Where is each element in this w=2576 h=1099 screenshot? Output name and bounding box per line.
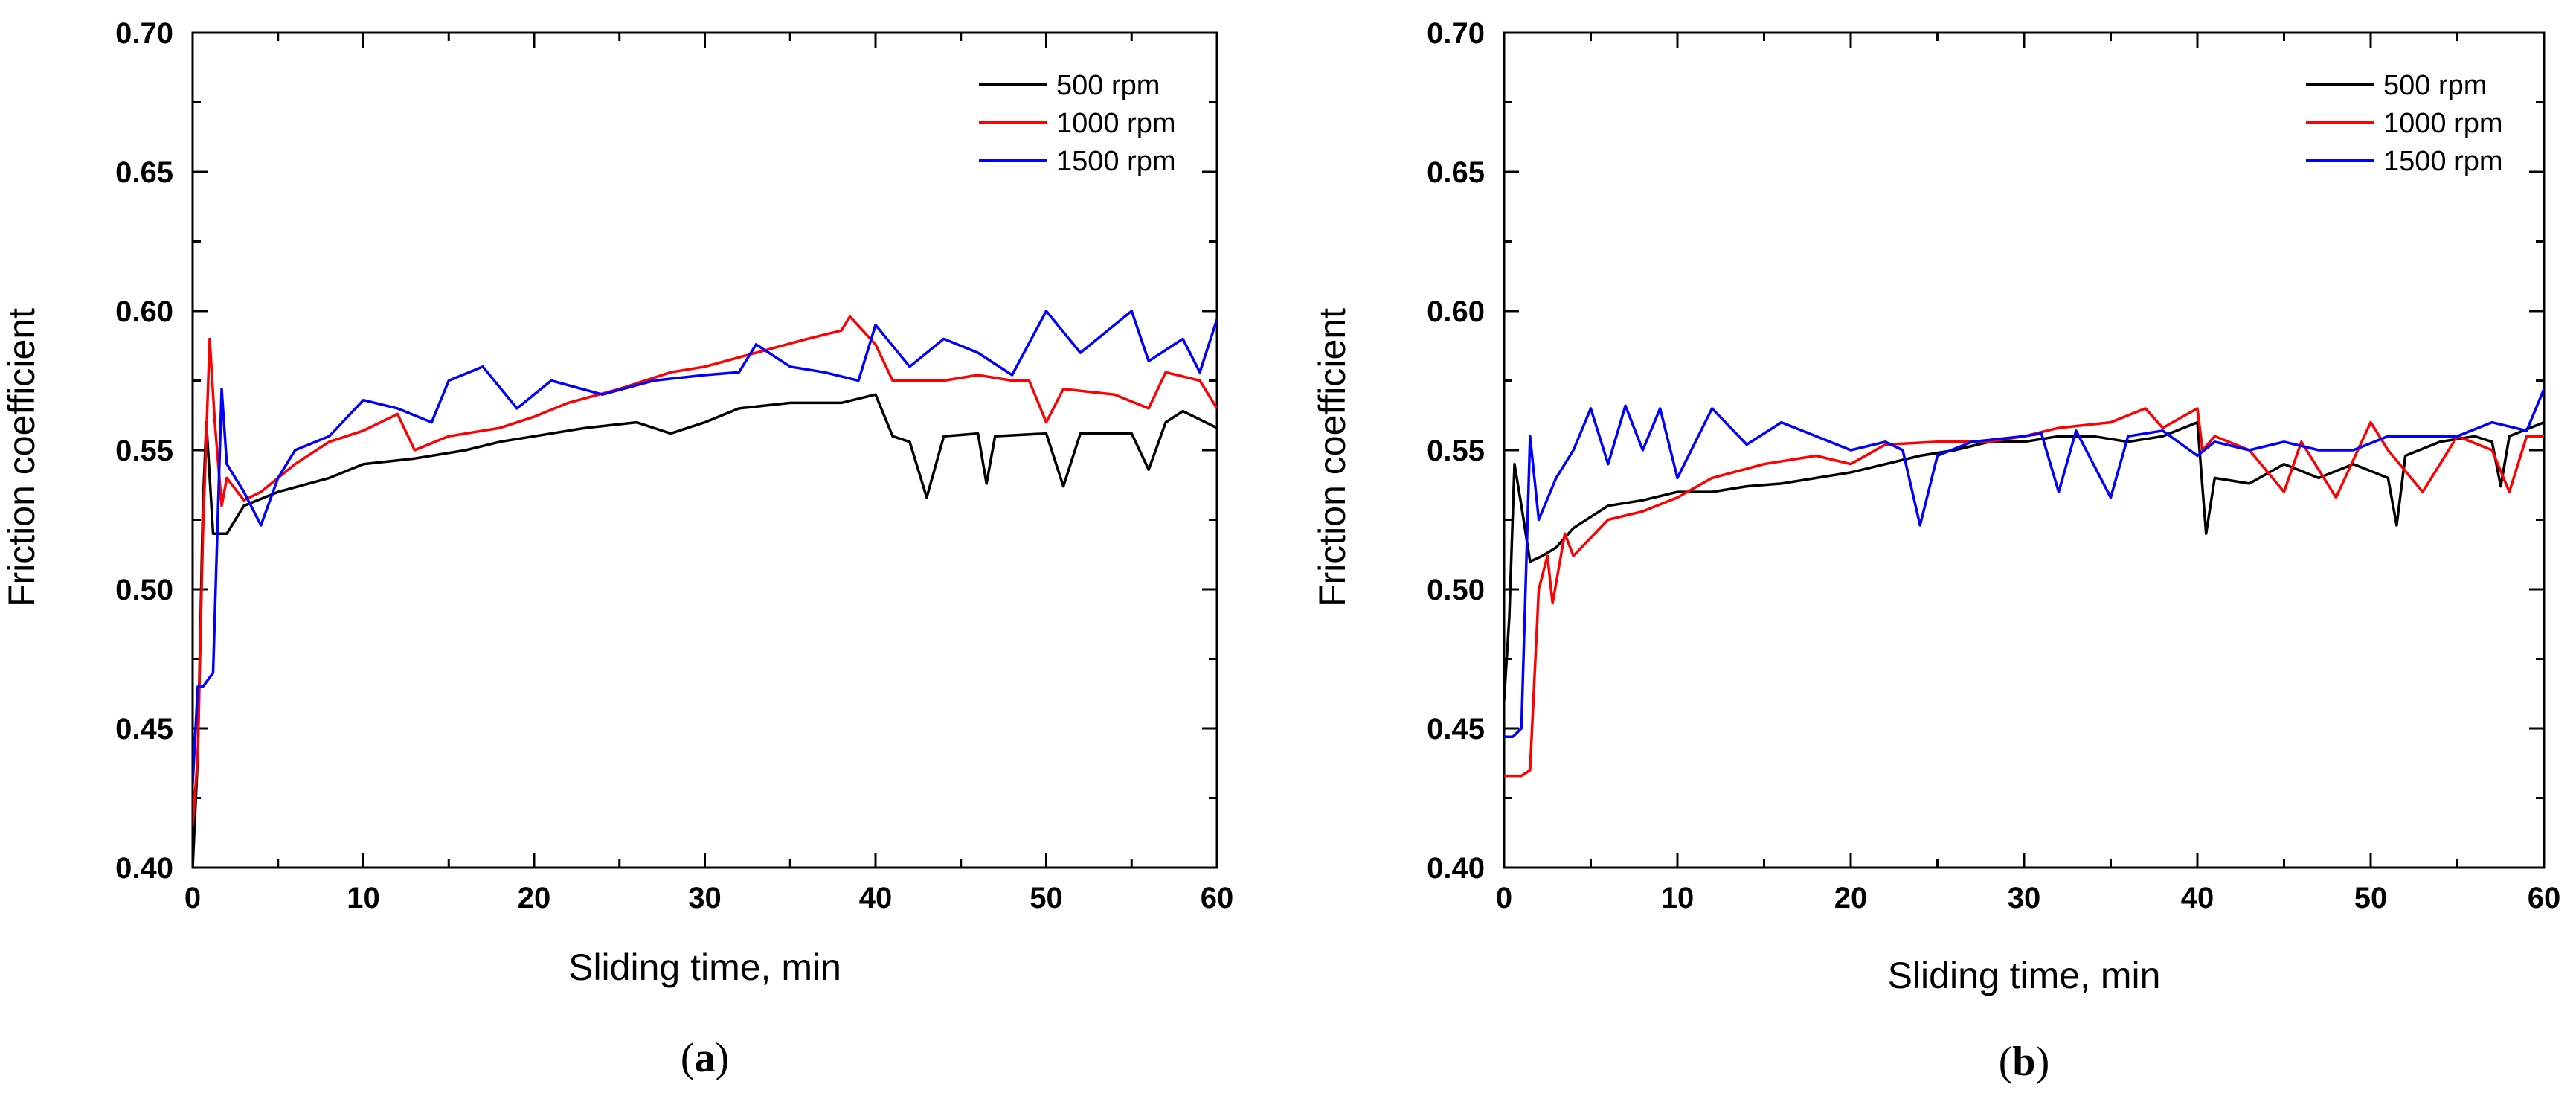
y-tick-label: 0.55 xyxy=(115,435,173,467)
y-tick-label: 0.50 xyxy=(115,574,173,606)
x-tick-label: 40 xyxy=(2181,882,2214,914)
x-tick-label: 60 xyxy=(1201,882,1234,914)
panel-label: (b) xyxy=(1999,1039,2049,1085)
series-line-500-rpm xyxy=(193,393,1217,868)
x-tick-label: 30 xyxy=(688,882,722,914)
legend-label: 500 rpm xyxy=(1056,70,1160,101)
x-tick-label: 50 xyxy=(1030,882,1063,914)
x-tick-label: 20 xyxy=(518,882,551,914)
series-line-500-rpm xyxy=(1504,420,2544,701)
series-line-1000-rpm xyxy=(1504,407,2544,778)
x-tick-label: 50 xyxy=(2354,882,2388,914)
y-axis-title: Friction coefficient xyxy=(1,308,42,607)
y-tick-label: 0.70 xyxy=(1427,17,1485,50)
y-tick-label: 0.65 xyxy=(1427,156,1485,189)
y-tick-label: 0.55 xyxy=(1427,435,1485,467)
panel-b: 0 10 20 30 40 50 60 0.40 0.45 0.50 0.55 0.60 0.65 0.7… xyxy=(1311,17,2560,1085)
x-axis-title: Sliding time, min xyxy=(1888,955,2161,996)
series-line-1500-rpm xyxy=(193,310,1217,784)
panel-a: 0 10 20 30 40 50 60 0.40 0.45 0.50 0.55 0.60 0.65 0.7… xyxy=(1,17,1233,1081)
y-tick-label: 0.40 xyxy=(1427,852,1485,885)
x-axis-title: Sliding time, min xyxy=(568,946,841,988)
series-line-1500-rpm xyxy=(1504,388,2544,738)
y-tick-label: 0.40 xyxy=(115,852,173,885)
y-tick-label: 0.45 xyxy=(1427,713,1485,746)
x-tick-label: 0 xyxy=(184,882,201,914)
legend-label: 1500 rpm xyxy=(1056,146,1176,177)
y-axis-title: Friction coefficient xyxy=(1311,308,1353,607)
series-line-1000-rpm xyxy=(193,315,1217,827)
legend: 500 rpm 1000 rpm 1500 rpm xyxy=(979,70,1176,177)
x-tick-label: 10 xyxy=(347,882,380,914)
x-tick-label: 30 xyxy=(2008,882,2041,914)
x-tick-label: 0 xyxy=(1496,882,1512,914)
y-tick-label: 0.65 xyxy=(115,156,173,189)
x-tick-label: 10 xyxy=(1661,882,1695,914)
y-tick-label: 0.45 xyxy=(115,713,173,746)
x-tick-label: 20 xyxy=(1834,882,1868,914)
y-tick-label: 0.50 xyxy=(1427,574,1485,606)
legend-label: 1000 rpm xyxy=(1056,108,1176,139)
series-group xyxy=(1504,388,2544,778)
legend-label: 1000 rpm xyxy=(2383,108,2503,139)
legend-label: 500 rpm xyxy=(2383,70,2487,101)
series-group xyxy=(193,310,1217,868)
y-tick-label: 0.60 xyxy=(1427,295,1485,328)
legend-label: 1500 rpm xyxy=(2383,146,2503,177)
y-tick-label: 0.70 xyxy=(115,17,173,50)
panel-label: (a) xyxy=(681,1035,729,1081)
x-tick-label: 40 xyxy=(859,882,893,914)
legend: 500 rpm 1000 rpm 1500 rpm xyxy=(2306,70,2503,177)
y-tick-label: 0.60 xyxy=(115,295,173,328)
x-tick-label: 60 xyxy=(2528,882,2561,914)
